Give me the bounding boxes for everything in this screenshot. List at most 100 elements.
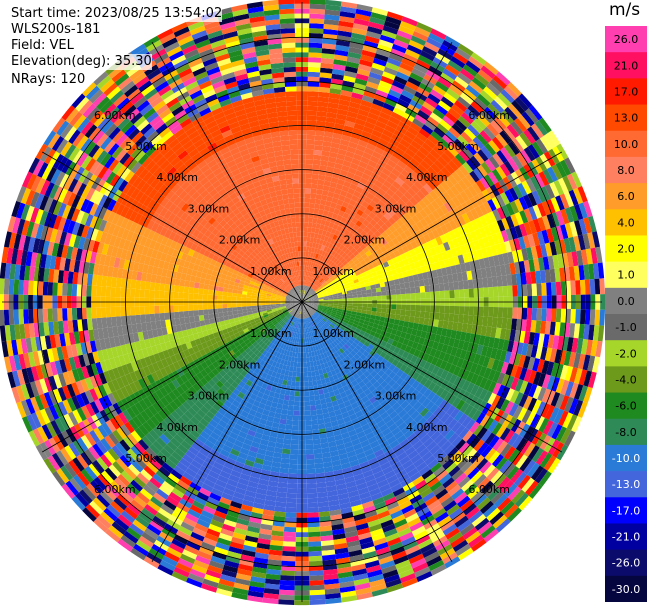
velocity-gate — [285, 424, 293, 430]
velocity-gate — [395, 71, 410, 81]
velocity-gate — [399, 94, 412, 104]
velocity-gate — [283, 399, 290, 406]
velocity-gate — [462, 64, 478, 77]
velocity-gate — [324, 277, 330, 282]
velocity-gate — [360, 212, 369, 220]
velocity-gate — [313, 149, 322, 156]
velocity-gate — [306, 361, 311, 368]
velocity-gate — [329, 181, 338, 189]
velocity-gate — [391, 294, 397, 300]
velocity-gate — [290, 385, 296, 392]
velocity-gate — [392, 107, 405, 117]
velocity-gate — [450, 55, 466, 69]
velocity-gate — [327, 260, 333, 266]
velocity-gate — [279, 579, 295, 586]
velocity-gate — [312, 164, 321, 170]
velocity-gate — [348, 101, 361, 110]
velocity-gate — [281, 453, 291, 460]
velocity-gate — [546, 308, 552, 322]
velocity-gate — [320, 155, 329, 162]
velocity-gate — [390, 205, 399, 214]
velocity-gate — [442, 115, 455, 127]
velocity-gate — [310, 272, 314, 278]
velocity-gate — [318, 229, 324, 235]
velocity-gate — [304, 290, 308, 296]
velocity-gate — [323, 251, 329, 258]
velocity-gate — [306, 139, 315, 145]
velocity-gate — [328, 186, 336, 193]
velocity-gate — [366, 229, 375, 238]
velocity-gate — [338, 250, 345, 257]
velocity-gate — [377, 219, 385, 227]
velocity-gate — [303, 222, 309, 228]
velocity-gate — [359, 104, 371, 113]
velocity-gate — [303, 227, 308, 233]
velocity-gate — [462, 280, 469, 290]
velocity-gate — [404, 282, 411, 289]
velocity-gate — [304, 410, 311, 416]
velocity-gate — [349, 253, 356, 260]
velocity-gate — [308, 531, 321, 538]
velocity-gate — [356, 165, 366, 173]
velocity-gate — [405, 293, 411, 300]
velocity-gate — [465, 143, 478, 156]
velocity-gate — [337, 30, 352, 38]
velocity-gate — [279, 584, 295, 591]
velocity-gate — [380, 196, 389, 205]
velocity-gate — [310, 193, 317, 199]
velocity-gate — [382, 25, 399, 35]
velocity-gate — [323, 246, 329, 252]
velocity-gate — [349, 228, 357, 235]
velocity-gate — [307, 526, 321, 533]
velocity-gate — [326, 166, 335, 173]
velocity-gate — [347, 51, 362, 60]
velocity-gate — [278, 423, 286, 430]
velocity-gate — [410, 304, 416, 311]
velocity-gate — [333, 265, 339, 271]
velocity-gate — [377, 116, 389, 125]
velocity-gate — [424, 138, 436, 150]
velocity-gate — [390, 289, 397, 295]
velocity-gate — [342, 260, 348, 266]
velocity-gate — [352, 23, 369, 31]
velocity-gate — [303, 362, 308, 368]
velocity-gate — [418, 317, 425, 325]
velocity-gate — [361, 130, 372, 139]
velocity-gate — [375, 48, 391, 58]
velocity-gate — [442, 134, 454, 146]
velocity-gate — [432, 84, 447, 97]
velocity-gate — [325, 270, 331, 276]
velocity-gate — [317, 418, 325, 425]
velocity-field-sectors — [0, 0, 605, 606]
velocity-gate — [350, 247, 357, 254]
velocity-gate — [335, 203, 342, 211]
velocity-gate — [467, 279, 474, 289]
velocity-gate — [309, 203, 315, 209]
velocity-gate — [451, 123, 464, 135]
velocity-gate — [352, 87, 365, 96]
velocity-gate — [413, 280, 420, 288]
velocity-gate — [317, 254, 322, 260]
velocity-gate — [293, 400, 300, 407]
velocity-gate — [350, 96, 362, 105]
velocity-gate — [550, 308, 557, 322]
velocity-gate — [307, 276, 310, 282]
velocity-gate — [320, 245, 326, 251]
velocity-gate — [359, 135, 370, 144]
velocity-gate — [347, 298, 353, 301]
velocity-gate — [359, 59, 373, 68]
velocity-gate — [405, 287, 411, 294]
velocity-gate — [367, 26, 383, 35]
velocity-gate — [458, 280, 464, 290]
velocity-gate — [326, 196, 333, 203]
velocity-gate — [419, 311, 426, 319]
velocity-gate — [377, 188, 387, 197]
velocity-gate — [304, 217, 309, 223]
velocity-gate — [302, 295, 304, 300]
velocity-gate — [352, 297, 358, 301]
velocity-gate — [336, 225, 343, 232]
velocity-gate — [464, 108, 478, 121]
velocity-gate — [357, 181, 366, 190]
velocity-gate — [457, 134, 470, 147]
velocity-gate — [483, 86, 498, 100]
